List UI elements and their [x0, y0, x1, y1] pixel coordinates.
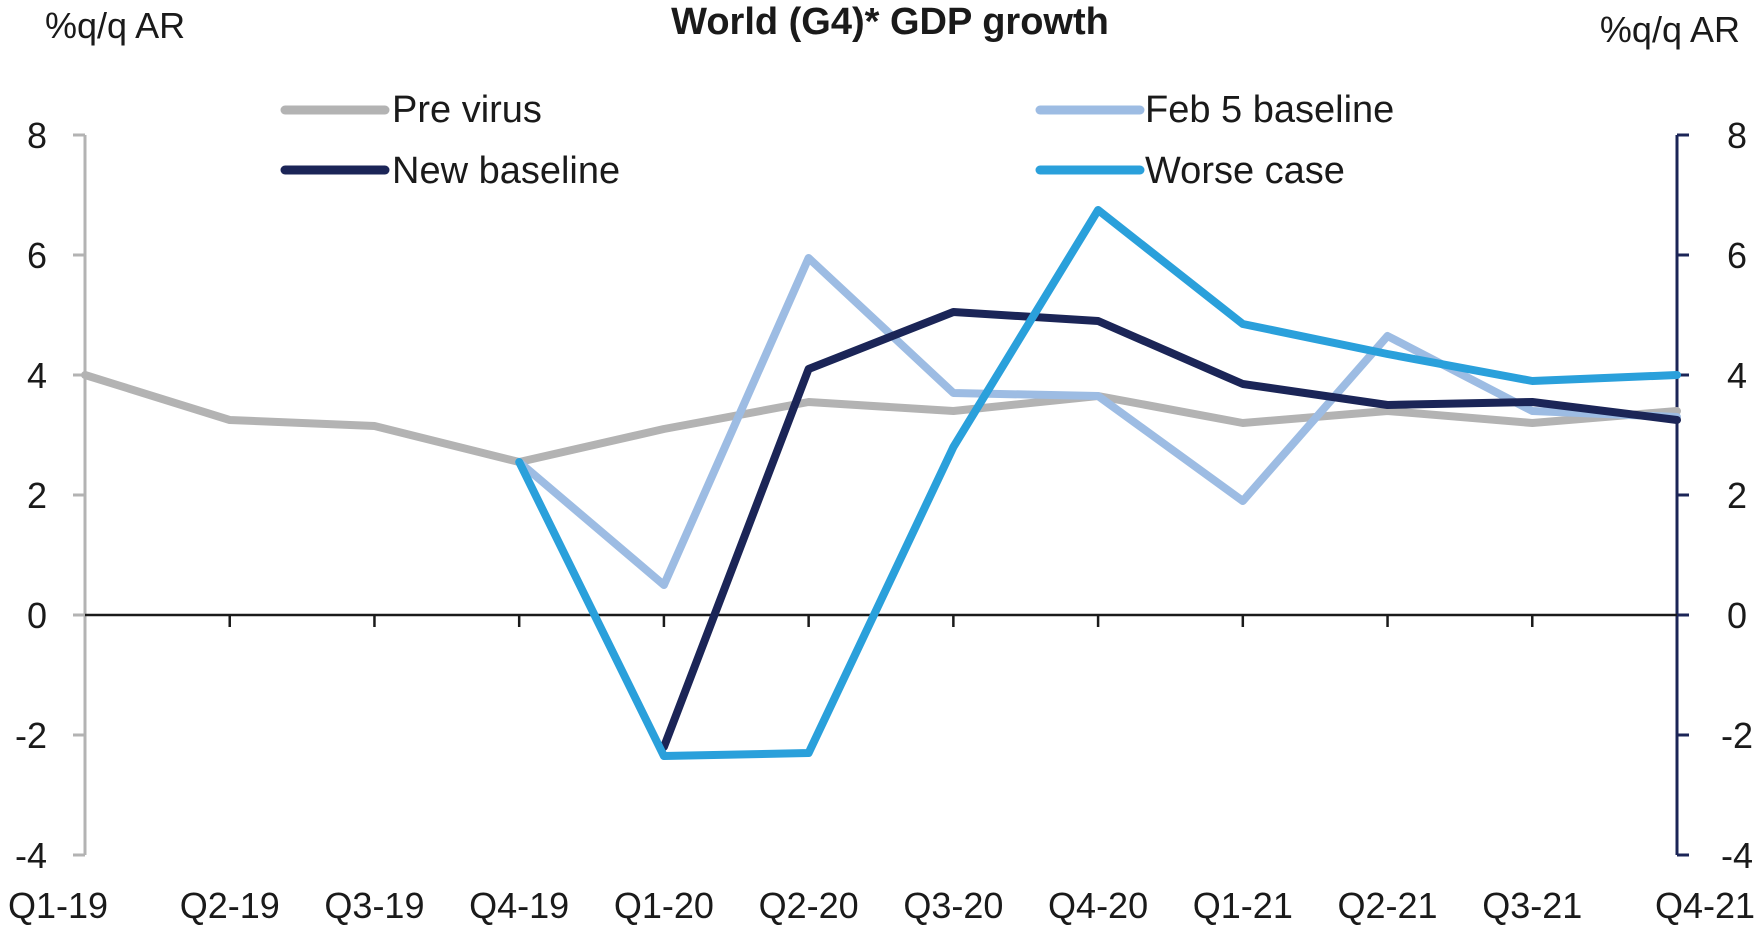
legend-label-feb5-baseline: Feb 5 baseline [1145, 89, 1394, 131]
y-tick-label-left: 0 [27, 595, 47, 636]
legend-item-feb5-baseline: Feb 5 baseline [1035, 89, 1394, 131]
legend-label-pre-virus: Pre virus [392, 89, 542, 131]
legend-item-worse-case: Worse case [1035, 150, 1345, 192]
y-tick-label-right: 0 [1727, 595, 1747, 636]
y-tick-label-left: 6 [27, 235, 47, 276]
x-tick-label: Q2-21 [1338, 885, 1438, 926]
legend-label-worse-case: Worse case [1145, 150, 1345, 192]
x-tick-label: Q2-20 [759, 885, 859, 926]
y-tick-label-right: 2 [1727, 475, 1747, 516]
x-tick-label: Q1-20 [614, 885, 714, 926]
x-tick-label: Q4-19 [469, 885, 569, 926]
series-line-feb5-baseline [515, 254, 1681, 589]
legend: Pre virus Feb 5 baseline New baseline Wo… [280, 89, 1394, 192]
y-tick-label-left: -2 [15, 715, 47, 756]
y-tick-label-right: -2 [1721, 715, 1753, 756]
y-axis-label-left: %q/q AR [45, 5, 185, 46]
series-line-pre-virus [81, 371, 1681, 466]
y-tick-label-right: 4 [1727, 355, 1747, 396]
x-tick-label: Q2-19 [180, 885, 280, 926]
chart-title: World (G4)* GDP growth [671, 1, 1109, 43]
y-tick-label-left: 8 [27, 115, 47, 156]
y-tick-label-left: -4 [15, 835, 47, 876]
series-line-new-baseline [659, 308, 1681, 751]
x-tick-label: Q3-20 [903, 885, 1003, 926]
legend-item-new-baseline: New baseline [280, 150, 620, 192]
y-tick-label-right: -4 [1721, 835, 1753, 876]
legend-label-new-baseline: New baseline [392, 150, 620, 192]
series-lines [81, 206, 1681, 760]
y-tick-label-right: 8 [1727, 115, 1747, 156]
x-tick-label: Q4-20 [1048, 885, 1148, 926]
y-tick-label-right: 6 [1727, 235, 1747, 276]
x-tick-label: Q3-21 [1482, 885, 1582, 926]
axes: 8 6 4 2 0 -2 -4 8 6 4 2 0 -2 -4 Q1-19 Q2-19 Q3-19 Q4-19 Q1… [8, 115, 1755, 926]
y-tick-label-left: 2 [27, 475, 47, 516]
x-tick-label: Q3-19 [324, 885, 424, 926]
series-line-worse-case [515, 206, 1681, 760]
x-tick-label: Q1-21 [1193, 885, 1293, 926]
x-tick-label: Q1-19 [8, 885, 108, 926]
x-tick-label: Q4-21 [1655, 885, 1755, 926]
legend-item-pre-virus: Pre virus [280, 89, 542, 131]
y-axis-label-right: %q/q AR [1600, 9, 1740, 50]
y-tick-label-left: 4 [27, 355, 47, 396]
